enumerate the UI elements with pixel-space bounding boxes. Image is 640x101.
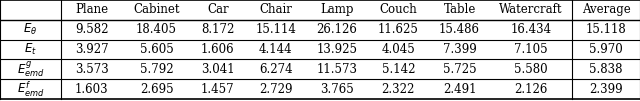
Text: 2.322: 2.322 bbox=[381, 83, 415, 96]
Text: 3.573: 3.573 bbox=[75, 63, 109, 76]
Text: 3.041: 3.041 bbox=[201, 63, 235, 76]
Text: Average: Average bbox=[582, 3, 630, 16]
Text: 1.603: 1.603 bbox=[75, 83, 109, 96]
Text: Chair: Chair bbox=[259, 3, 292, 16]
Text: 5.725: 5.725 bbox=[443, 63, 476, 76]
Text: 13.925: 13.925 bbox=[317, 43, 358, 56]
Text: 1.457: 1.457 bbox=[201, 83, 235, 96]
Text: $E_t$: $E_t$ bbox=[24, 42, 37, 57]
Text: Watercraft: Watercraft bbox=[499, 3, 563, 16]
Text: Plane: Plane bbox=[76, 3, 108, 16]
Text: Lamp: Lamp bbox=[320, 3, 354, 16]
Text: 18.405: 18.405 bbox=[136, 23, 177, 36]
Text: 1.606: 1.606 bbox=[201, 43, 235, 56]
Text: 4.144: 4.144 bbox=[259, 43, 292, 56]
Text: 2.491: 2.491 bbox=[443, 83, 476, 96]
Text: 15.118: 15.118 bbox=[586, 23, 627, 36]
Text: Couch: Couch bbox=[380, 3, 417, 16]
Text: 5.580: 5.580 bbox=[515, 63, 548, 76]
Text: 5.838: 5.838 bbox=[589, 63, 623, 76]
Text: 5.142: 5.142 bbox=[381, 63, 415, 76]
Text: 2.126: 2.126 bbox=[515, 83, 548, 96]
Text: 15.114: 15.114 bbox=[255, 23, 296, 36]
Text: 6.274: 6.274 bbox=[259, 63, 292, 76]
Text: 4.045: 4.045 bbox=[381, 43, 415, 56]
Text: 2.399: 2.399 bbox=[589, 83, 623, 96]
Text: 2.695: 2.695 bbox=[140, 83, 173, 96]
Text: 11.625: 11.625 bbox=[378, 23, 419, 36]
Text: 2.729: 2.729 bbox=[259, 83, 292, 96]
Text: 8.172: 8.172 bbox=[201, 23, 234, 36]
Text: Cabinet: Cabinet bbox=[133, 3, 180, 16]
Text: $E^g_{emd}$: $E^g_{emd}$ bbox=[17, 59, 45, 79]
Text: Car: Car bbox=[207, 3, 228, 16]
Text: 3.765: 3.765 bbox=[320, 83, 354, 96]
Text: 7.105: 7.105 bbox=[515, 43, 548, 56]
Text: Table: Table bbox=[444, 3, 476, 16]
Text: 15.486: 15.486 bbox=[439, 23, 480, 36]
Text: 16.434: 16.434 bbox=[511, 23, 552, 36]
Text: 3.927: 3.927 bbox=[75, 43, 109, 56]
Text: 11.573: 11.573 bbox=[317, 63, 358, 76]
Text: 9.582: 9.582 bbox=[75, 23, 109, 36]
Text: 5.605: 5.605 bbox=[140, 43, 173, 56]
Text: 26.126: 26.126 bbox=[317, 23, 358, 36]
Text: 7.399: 7.399 bbox=[443, 43, 476, 56]
Text: $E_{\theta}$: $E_{\theta}$ bbox=[24, 22, 38, 37]
Text: $E^f_{emd}$: $E^f_{emd}$ bbox=[17, 79, 45, 99]
Text: 5.970: 5.970 bbox=[589, 43, 623, 56]
Text: 5.792: 5.792 bbox=[140, 63, 173, 76]
